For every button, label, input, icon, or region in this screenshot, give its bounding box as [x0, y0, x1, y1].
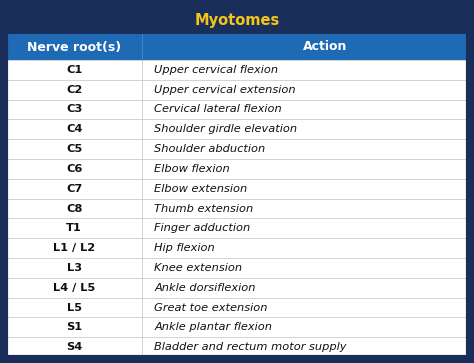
Text: Elbow flexion: Elbow flexion — [155, 164, 230, 174]
Text: Upper cervical flexion: Upper cervical flexion — [155, 65, 278, 75]
Bar — [6, 159, 468, 179]
Text: L1 / L2: L1 / L2 — [53, 243, 95, 253]
Text: Shoulder girdle elevation: Shoulder girdle elevation — [155, 124, 297, 134]
Bar — [6, 278, 468, 298]
Bar — [6, 80, 468, 99]
Bar — [6, 298, 468, 317]
Bar — [6, 60, 468, 80]
Text: C7: C7 — [66, 184, 82, 194]
Text: Cervical lateral flexion: Cervical lateral flexion — [155, 105, 282, 114]
Text: Elbow extension: Elbow extension — [155, 184, 247, 194]
Text: S1: S1 — [66, 322, 82, 332]
Text: Myotomes: Myotomes — [194, 12, 280, 28]
Bar — [6, 179, 468, 199]
Text: Ankle plantar flexion: Ankle plantar flexion — [155, 322, 272, 332]
Text: Thumb extension: Thumb extension — [155, 204, 254, 213]
Text: C4: C4 — [66, 124, 82, 134]
Text: C5: C5 — [66, 144, 82, 154]
Bar — [6, 238, 468, 258]
Text: Shoulder abduction: Shoulder abduction — [155, 144, 265, 154]
Bar — [6, 219, 468, 238]
Bar — [6, 99, 468, 119]
Text: C1: C1 — [66, 65, 82, 75]
Text: L3: L3 — [66, 263, 82, 273]
Text: Finger adduction: Finger adduction — [155, 223, 251, 233]
Text: C3: C3 — [66, 105, 82, 114]
Text: C6: C6 — [66, 164, 82, 174]
Text: C8: C8 — [66, 204, 82, 213]
Bar — [6, 6, 468, 34]
Bar — [6, 317, 468, 337]
Text: Action: Action — [303, 41, 347, 53]
Text: L4 / L5: L4 / L5 — [53, 283, 95, 293]
Text: Bladder and rectum motor supply: Bladder and rectum motor supply — [155, 342, 347, 352]
Bar — [6, 258, 468, 278]
Text: S4: S4 — [66, 342, 82, 352]
Bar — [6, 139, 468, 159]
Text: T1: T1 — [66, 223, 82, 233]
Text: C2: C2 — [66, 85, 82, 95]
Bar — [6, 199, 468, 219]
Text: Hip flexion: Hip flexion — [155, 243, 215, 253]
Text: L5: L5 — [67, 302, 82, 313]
Text: Ankle dorsiflexion: Ankle dorsiflexion — [155, 283, 256, 293]
Text: Knee extension: Knee extension — [155, 263, 242, 273]
Bar — [6, 34, 468, 60]
Bar — [6, 119, 468, 139]
Text: Great toe extension: Great toe extension — [155, 302, 268, 313]
Text: Nerve root(s): Nerve root(s) — [27, 41, 121, 53]
Text: Upper cervical extension: Upper cervical extension — [155, 85, 296, 95]
Bar — [6, 337, 468, 357]
